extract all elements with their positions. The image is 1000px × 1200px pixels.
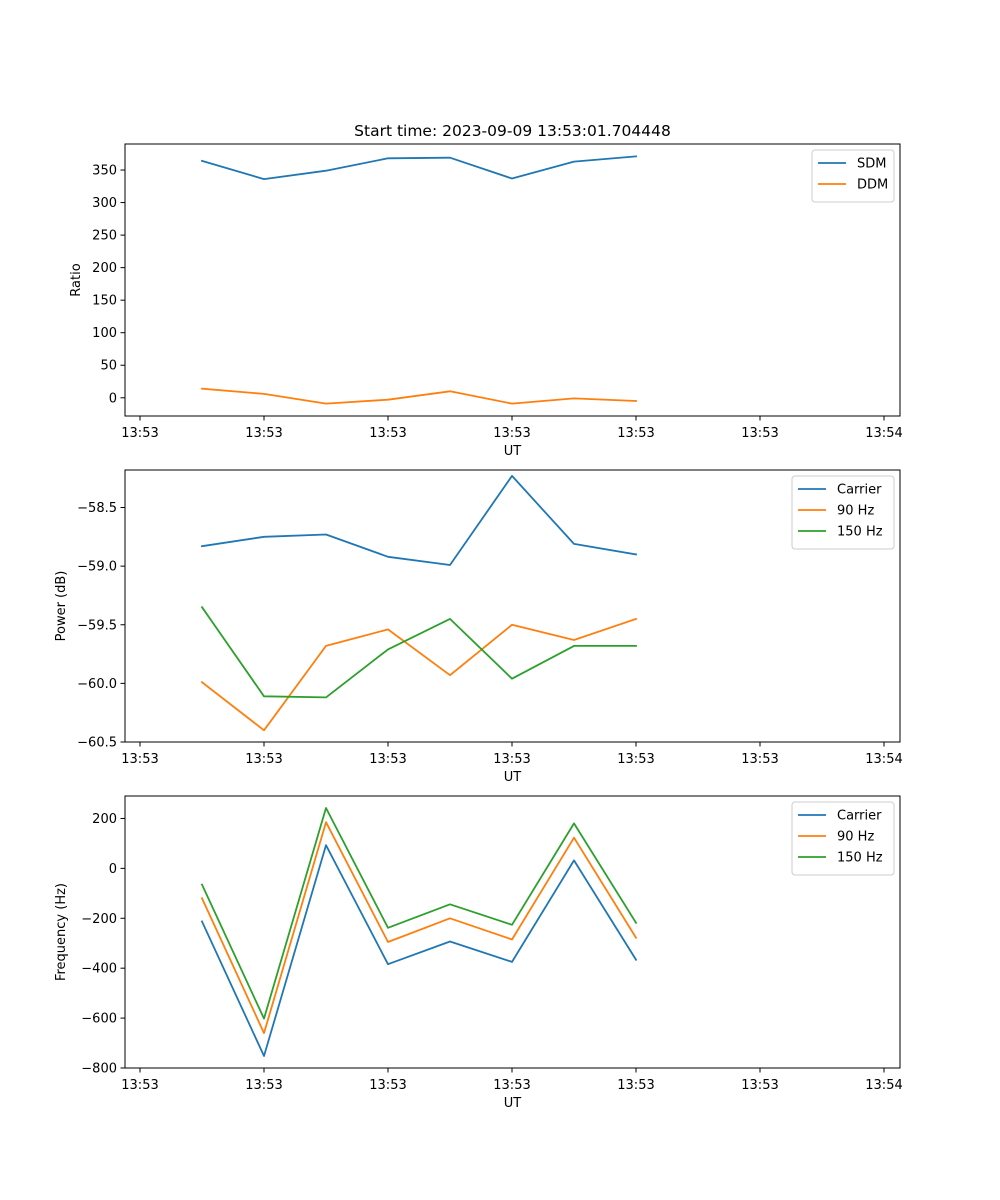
y-tick-label: −400 [81,962,117,977]
x-tick-label: 13:54 [865,426,902,441]
x-tick-label: 13:53 [121,426,158,441]
legend-label: 90 Hz [837,504,874,519]
y-axis-label: Power (dB) [54,571,69,642]
y-tick-label: −200 [81,912,117,927]
y-tick-label: 250 [92,229,117,244]
y-tick-label: 200 [92,812,117,827]
legend-label: 90 Hz [837,830,874,845]
x-tick-label: 13:53 [741,426,778,441]
subplot-1: 13:53 13:53 13:53 13:53 13:53 13:53 13:54 0 50 10… [69,143,903,459]
series-line-sdm [200,155,637,181]
series-line-150-hz [200,605,637,699]
legend-label: SDM [857,157,886,172]
series-line-90-hz [200,821,638,1034]
series-line-carrier [200,474,638,566]
x-tick-label: 13:53 [617,752,654,767]
y-tick-label: −60.0 [77,677,117,692]
y-tick-label: 100 [92,326,117,341]
y-tick-label: 50 [100,359,117,374]
x-tick-label: 13:53 [741,1078,778,1093]
y-tick-label: 300 [92,196,117,211]
x-tick-label: 13:53 [493,752,530,767]
series-line-ddm [201,387,637,405]
x-tick-label: 13:53 [493,426,530,441]
legend-label: Carrier [837,809,882,824]
plots-container: 13:53 13:53 13:53 13:53 13:53 13:53 13:54 0 50 10… [54,143,903,1111]
y-tick-label: −59.0 [77,560,117,575]
x-tick-label: 13:53 [369,752,406,767]
legend-label: Carrier [837,483,882,498]
legend-label: DDM [857,178,888,193]
y-tick-label: −800 [81,1062,117,1077]
x-axis-label: UT [504,444,522,459]
x-tick-label: 13:54 [865,752,902,767]
x-tick-label: 13:53 [245,752,282,767]
legend: Carrier 90 Hz 150 Hz [791,475,895,550]
x-tick-label: 13:54 [865,1078,902,1093]
x-tick-label: 13:53 [121,752,158,767]
legend: SDM DDM [811,149,895,203]
y-axis-label: Ratio [69,263,84,296]
chart-title: Start time: 2023-09-09 13:53:01.704448 [354,122,671,140]
y-tick-label: 200 [92,261,117,276]
series-line-150-hz [200,807,638,1020]
y-tick-label: −59.5 [77,618,117,633]
x-tick-label: 13:53 [617,426,654,441]
legend-label: 150 Hz [837,525,883,540]
subplot-3: 13:53 13:53 13:53 13:53 13:53 13:53 13:54 −800 −… [54,795,903,1111]
y-tick-label: 350 [92,164,117,179]
y-tick-label: 150 [92,294,117,309]
y-tick-label: −60.5 [77,736,117,751]
legend: Carrier 90 Hz 150 Hz [791,801,895,876]
y-tick-label: −58.5 [77,501,117,516]
legend-label: 150 Hz [837,851,883,866]
y-axis-label: Frequency (Hz) [54,883,69,981]
subplot-2: 13:53 13:53 13:53 13:53 13:53 13:53 13:54 −60.5… [54,469,903,785]
series-line-carrier [200,844,638,1057]
x-tick-label: 13:53 [369,426,406,441]
x-axis-label: UT [504,1096,522,1111]
x-tick-label: 13:53 [245,1078,282,1093]
x-tick-label: 13:53 [245,426,282,441]
x-axis-label: UT [504,770,522,785]
y-tick-label: 0 [109,862,117,877]
x-tick-label: 13:53 [493,1078,530,1093]
series-line-90-hz [200,617,638,732]
x-tick-label: 13:53 [121,1078,158,1093]
x-tick-label: 13:53 [617,1078,654,1093]
y-tick-label: −600 [81,1012,117,1027]
x-tick-label: 13:53 [369,1078,406,1093]
y-tick-label: 0 [109,391,117,406]
x-tick-label: 13:53 [741,752,778,767]
